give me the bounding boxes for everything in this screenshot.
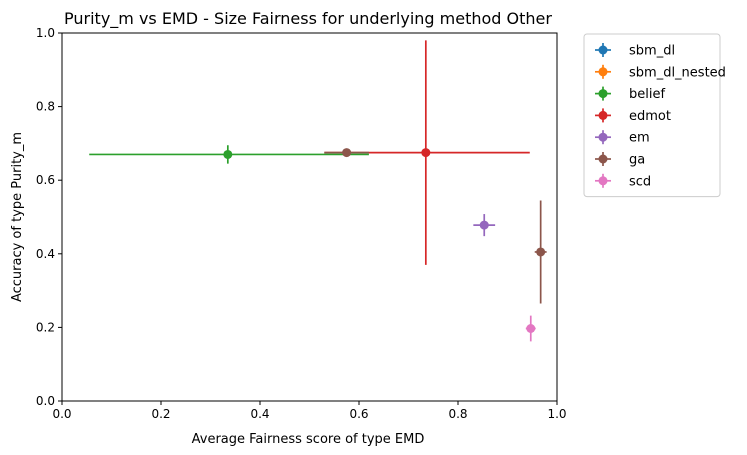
plot-frame [61,32,558,402]
legend-label: sbm_dl [629,44,675,59]
plot-area: 0.0 0.2 0.4 0.6 0.8 1.0 0.0 0.2 0.4 0.6 0.8 1.0 [36,26,567,421]
legend-marker [598,45,608,55]
y-tick-label: 0.4 [36,247,55,261]
x-tick-label: 0.0 [52,407,71,421]
legend-box [583,33,721,198]
data-point-belief [223,149,233,159]
x-tick-label: 0.4 [250,407,269,421]
legend-marker [598,67,608,77]
x-tick-label: 0.2 [151,407,170,421]
legend-marker [598,89,608,99]
data-point-em [479,220,489,230]
x-tick-label: 1.0 [547,407,566,421]
legend-marker [598,110,608,120]
x-tick-label: 0.6 [349,407,368,421]
legend-marker [598,176,608,186]
y-tick-label: 0.6 [36,173,55,187]
y-tick-label: 0.0 [36,394,55,408]
y-tick-label: 0.2 [36,320,55,334]
chart-title: Purity_m vs EMD - Size Fairness for unde… [64,9,552,29]
legend-label: edmot [629,109,671,124]
legend-label: em [629,131,650,146]
x-axis-label: Average Fairness score of type EMD [192,432,425,447]
legend-marker [598,132,608,142]
data-point-ga [342,148,352,158]
data-point-scd [526,324,536,334]
legend-label: scd [629,174,651,189]
legend-label: sbm_dl_nested [629,65,726,80]
legend-marker [598,154,608,164]
x-tick-label: 0.8 [448,407,467,421]
data-point-edmot [421,148,431,158]
y-axis-label: Accuracy of type Purity_m [10,132,25,302]
y-tick-label: 0.8 [36,100,55,114]
legend-label: belief [629,87,665,102]
y-tick-label: 1.0 [36,26,55,40]
legend-label: ga [629,153,645,168]
data-point-ga [536,247,546,257]
